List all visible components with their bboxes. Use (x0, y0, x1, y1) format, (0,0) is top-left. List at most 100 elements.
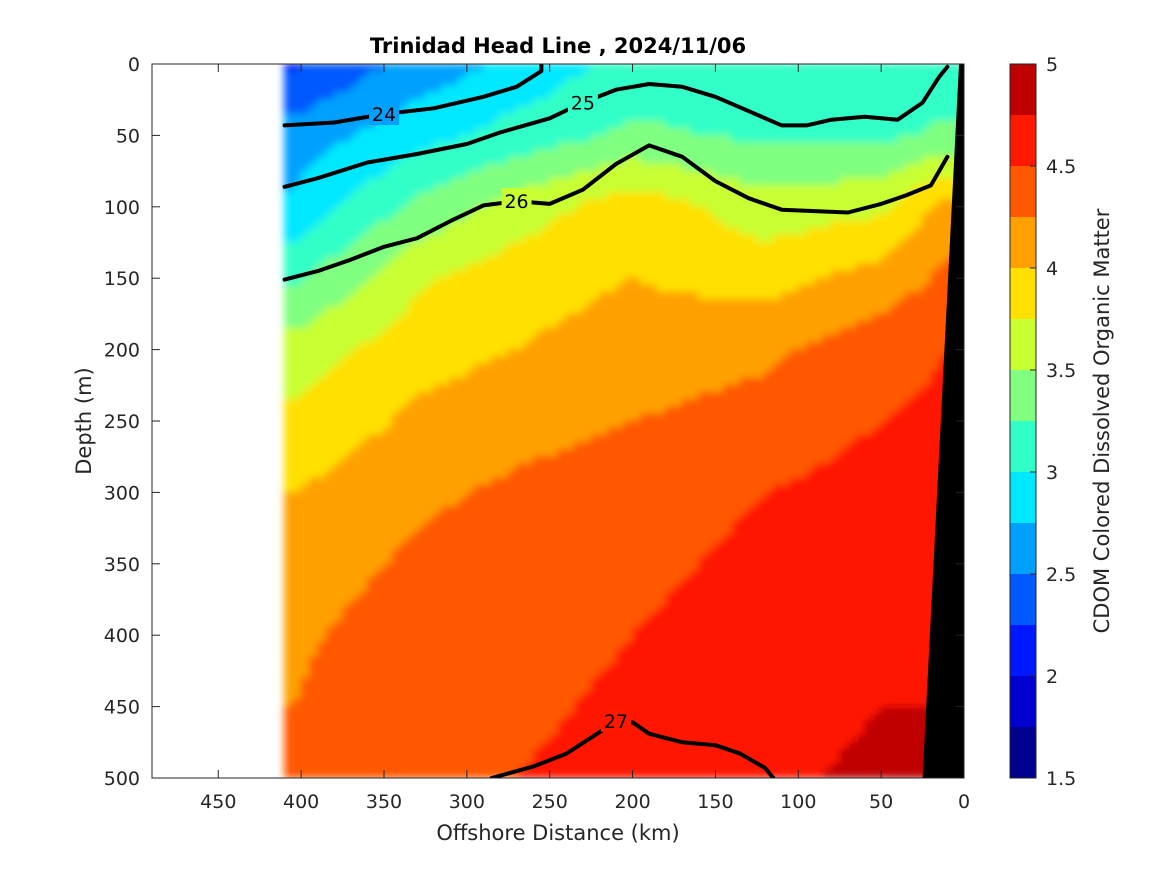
field-cell (897, 84, 907, 94)
field-cell (656, 441, 667, 451)
field-cell (930, 384, 940, 393)
field-cell (292, 427, 302, 436)
field-cell (706, 170, 716, 179)
field-cell (383, 184, 393, 194)
field-cell (466, 306, 476, 315)
field-cell (466, 242, 476, 251)
field-cell (499, 391, 509, 401)
field-cell (574, 334, 584, 343)
field-cell (507, 320, 518, 329)
field-cell (648, 242, 658, 251)
field-cell (284, 299, 294, 308)
field-cell (549, 413, 559, 422)
field-cell (607, 320, 617, 329)
field-cell (706, 441, 716, 451)
field-cell (938, 327, 948, 336)
field-cell (491, 449, 501, 458)
field-cell (325, 92, 335, 101)
field-cell (797, 491, 808, 501)
field-cell (797, 363, 808, 372)
field-cell (739, 170, 750, 179)
field-cell (830, 427, 841, 436)
field-cell (557, 327, 567, 336)
field-cell (532, 227, 542, 236)
field-cell (532, 456, 542, 465)
field-cell (424, 249, 435, 258)
field-cell (375, 142, 385, 151)
field-cell (582, 449, 592, 458)
field-cell (632, 263, 642, 272)
field-cell (748, 463, 758, 472)
field-cell (408, 327, 418, 336)
field-cell (864, 406, 874, 415)
field-cell (308, 449, 319, 458)
field-cell (756, 70, 766, 79)
field-cell (814, 299, 824, 308)
field-cell (731, 184, 741, 194)
field-cell (656, 199, 667, 208)
field-cell (549, 170, 559, 179)
field-cell (731, 370, 741, 379)
field-cell (847, 463, 857, 472)
field-cell (317, 127, 327, 136)
field-cell (540, 270, 551, 279)
field-cell (350, 427, 360, 436)
field-cell (540, 377, 551, 386)
field-cell (822, 256, 832, 265)
field-cell (574, 284, 584, 293)
field-cell (830, 420, 841, 429)
field-cell (375, 427, 385, 436)
field-cell (574, 370, 584, 379)
field-cell (342, 134, 352, 144)
field-cell (847, 277, 857, 286)
field-cell (499, 177, 509, 186)
field-cell (292, 163, 302, 172)
field-cell (292, 149, 302, 158)
field-cell (880, 449, 890, 458)
field-cell (789, 64, 799, 72)
field-cell (723, 213, 733, 222)
field-cell (441, 234, 451, 243)
field-cell (383, 334, 393, 343)
field-cell (482, 284, 493, 293)
field-cell (748, 127, 758, 136)
field-cell (284, 249, 294, 258)
field-cell (648, 270, 658, 279)
field-cell (391, 77, 402, 86)
field-cell (648, 177, 658, 186)
field-cell (723, 441, 733, 451)
field-cell (739, 327, 750, 336)
field-cell (358, 170, 368, 179)
field-cell (549, 291, 559, 301)
field-cell (872, 156, 882, 165)
field-cell (424, 242, 435, 251)
field-cell (565, 156, 576, 165)
field-cell (665, 406, 675, 415)
field-cell (748, 206, 758, 215)
field-cell (474, 406, 484, 415)
field-cell (300, 434, 310, 443)
field-cell (648, 192, 658, 201)
field-cell (408, 284, 418, 293)
field-cell (789, 370, 799, 379)
field-cell (300, 284, 310, 293)
field-cell (516, 491, 526, 501)
field-cell (416, 320, 426, 329)
field-cell (582, 441, 592, 451)
field-cell (491, 391, 501, 401)
field-cell (847, 413, 857, 422)
field-cell (872, 227, 882, 236)
field-cell (648, 334, 658, 343)
field-cell (284, 427, 294, 436)
field-cell (308, 306, 319, 315)
field-cell (466, 113, 476, 122)
field-cell (482, 370, 493, 379)
field-cell (400, 213, 410, 222)
field-cell (565, 277, 576, 286)
field-cell (358, 242, 368, 251)
field-cell (540, 242, 551, 251)
field-cell (839, 406, 849, 415)
field-cell (590, 477, 600, 486)
field-cell (482, 470, 493, 479)
field-cell (847, 399, 857, 408)
